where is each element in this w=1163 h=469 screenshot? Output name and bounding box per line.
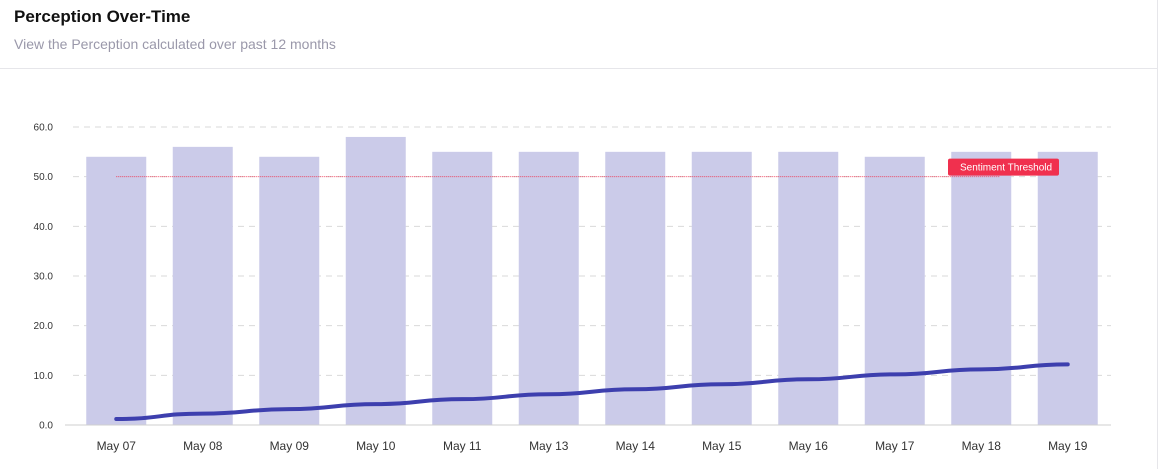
y-tick-label: 60.0 bbox=[34, 123, 54, 134]
bar bbox=[691, 151, 752, 426]
threshold-label: Sentiment Threshold bbox=[960, 163, 1052, 174]
bar bbox=[345, 136, 406, 425]
bar bbox=[778, 151, 839, 426]
x-tick-label: May 11 bbox=[443, 439, 482, 453]
bar bbox=[86, 156, 147, 426]
x-tick-label: May 18 bbox=[962, 439, 1002, 453]
bar bbox=[1037, 151, 1098, 426]
x-tick-label: May 10 bbox=[356, 439, 396, 453]
y-tick-label: 30.0 bbox=[34, 272, 54, 283]
x-tick-label: May 14 bbox=[616, 439, 656, 453]
y-tick-label: 50.0 bbox=[34, 172, 54, 183]
y-tick-label: 40.0 bbox=[34, 222, 54, 233]
y-tick-label: 20.0 bbox=[34, 321, 54, 332]
bar bbox=[432, 151, 493, 426]
bar bbox=[605, 151, 666, 426]
x-tick-label: May 07 bbox=[97, 439, 137, 453]
threshold-badge bbox=[948, 158, 1059, 176]
x-tick-label: May 19 bbox=[1048, 439, 1088, 453]
chart-subtitle: View the Perception calculated over past… bbox=[14, 36, 336, 52]
bar bbox=[518, 151, 579, 426]
x-tick-label: May 15 bbox=[702, 439, 742, 453]
bar bbox=[172, 146, 233, 425]
perception-line bbox=[114, 362, 1070, 422]
x-tick-label: May 13 bbox=[529, 439, 569, 453]
x-tick-label: May 09 bbox=[270, 439, 310, 453]
x-tick-label: May 17 bbox=[875, 439, 915, 453]
x-tick-label: May 08 bbox=[183, 439, 223, 453]
y-tick-label: 0.0 bbox=[39, 421, 53, 432]
bar bbox=[259, 156, 320, 426]
bar bbox=[951, 151, 1012, 426]
y-tick-label: 10.0 bbox=[34, 371, 54, 382]
card-header: Perception Over-Time View the Perception… bbox=[0, 0, 1157, 69]
x-tick-label: May 16 bbox=[789, 439, 829, 453]
chart-title: Perception Over-Time bbox=[14, 7, 191, 26]
bar bbox=[864, 156, 925, 426]
